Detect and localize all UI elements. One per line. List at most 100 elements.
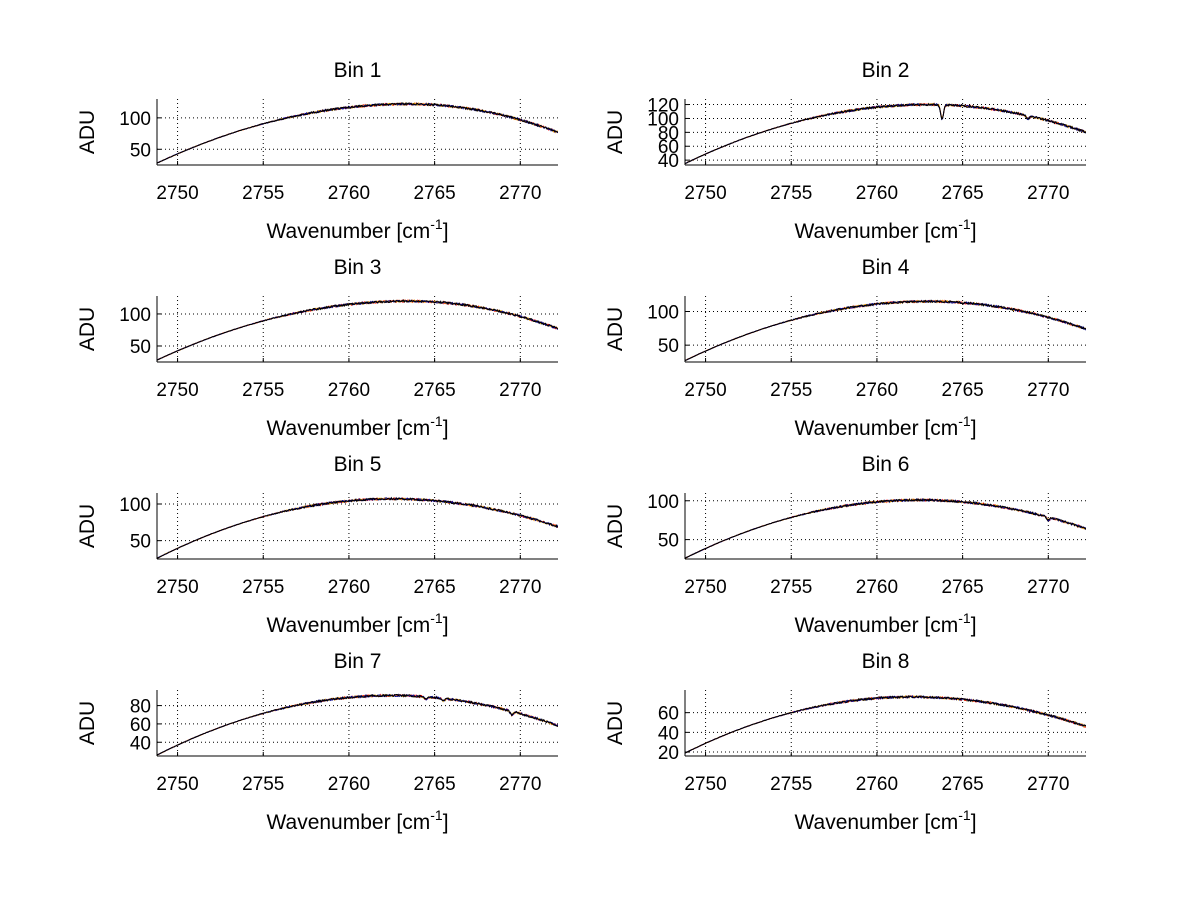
bin-1-ylabel: ADU: [76, 110, 99, 154]
bin-3-ytick-label: 50: [130, 337, 151, 358]
bin-6-ytick-label: 50: [658, 531, 679, 552]
bin-4-ytick-label: 100: [647, 302, 679, 323]
bin-3-ytick-label: 100: [119, 305, 151, 326]
bin-5-ytick-label: 100: [119, 495, 151, 516]
bin-6-ylabel: ADU: [604, 504, 627, 548]
bin-3-xtick-label: 2760: [328, 380, 370, 401]
bin-5-xlabel-main: Wavenumber [cm: [266, 614, 430, 637]
bin-3-xtick-label: 2750: [156, 380, 198, 401]
bin-4-xlabel-close: ]: [971, 417, 977, 440]
bin-8-xtick-label: 2765: [941, 774, 983, 795]
bin-5-xlabel: Wavenumber [cm-1]: [266, 610, 448, 637]
bin-5-xlabel-close: ]: [443, 614, 449, 637]
bin-2-xtick-label: 2770: [1027, 183, 1069, 204]
bin-6-xlabel-close: ]: [971, 614, 977, 637]
bin-6-xlabel: Wavenumber [cm-1]: [794, 610, 976, 637]
bin-5-xtick-label: 2750: [156, 577, 198, 598]
bin-4-xlabel: Wavenumber [cm-1]: [794, 413, 976, 440]
bin-1-xtick-label: 2760: [328, 183, 370, 204]
bin-3-title: Bin 3: [334, 256, 382, 279]
bin-8-ytick-label: 40: [658, 723, 679, 744]
bin-5-ytick-label: 50: [130, 532, 151, 553]
bin-8-series-group: [685, 695, 1086, 754]
bin-1-xlabel: Wavenumber [cm-1]: [266, 216, 448, 243]
bin-7-series-group: [157, 693, 558, 756]
bin-8-xtick-label: 2770: [1027, 774, 1069, 795]
bin-7-xlabel: Wavenumber [cm-1]: [266, 807, 448, 834]
bin-8-title: Bin 8: [862, 650, 910, 673]
bin-4-ylabel: ADU: [604, 307, 627, 351]
bin-1-xlabel-close: ]: [443, 220, 449, 243]
bin-2-xlabel-sup: -1: [958, 216, 971, 232]
bin-4-series-group: [685, 299, 1086, 362]
bin-7-xlabel-sup: -1: [430, 807, 443, 823]
bin-2-xtick-label: 2760: [856, 183, 898, 204]
bin-2-xtick-label: 2765: [941, 183, 983, 204]
bin-6-series-4-line: [685, 497, 1086, 559]
bin-7-xlabel-main: Wavenumber [cm: [266, 811, 430, 834]
bin-2-ylabel: ADU: [604, 110, 627, 154]
bin-1-xtick-label: 2765: [413, 183, 455, 204]
bin-1-ytick-label: 100: [119, 109, 151, 130]
bin-7-xtick-label: 2765: [413, 774, 455, 795]
bin-8-xtick-label: 2755: [770, 774, 812, 795]
bin-6-xtick-label: 2750: [684, 577, 726, 598]
bin-4-xlabel-sup: -1: [958, 413, 971, 429]
bin-1-xtick-label: 2755: [242, 183, 284, 204]
bin-5-xlabel-sup: -1: [430, 610, 443, 626]
bin-5-xtick-label: 2770: [499, 577, 541, 598]
bin-6-title: Bin 6: [862, 453, 910, 476]
bin-7-xlabel-close: ]: [443, 811, 449, 834]
bin-6-subplot: 2750 2755 2760 2765 2770 50 100 Bin 6 Wavenumber…: [604, 453, 1086, 637]
bin-6-xtick-label: 2755: [770, 577, 812, 598]
bin-3-xlabel-main: Wavenumber [cm: [266, 417, 430, 440]
bin-4-xlabel-main: Wavenumber [cm: [794, 417, 958, 440]
bin-8-xlabel-sup: -1: [958, 807, 971, 823]
bin-5-subplot: 2750 2755 2760 2765 2770 50 100 Bin 5 Wavenumber…: [76, 453, 558, 637]
bin-3-xtick-label: 2755: [242, 380, 284, 401]
bin-7-series-4-line: [157, 693, 558, 756]
bin-3-xlabel-sup: -1: [430, 413, 443, 429]
bin-1-xlabel-sup: -1: [430, 216, 443, 232]
bin-7-ylabel: ADU: [76, 701, 99, 745]
bin-2-ytick-label: 80: [658, 123, 679, 144]
bin-8-xtick-label: 2760: [856, 774, 898, 795]
bin-6-series-group: [685, 497, 1086, 559]
bin-1-series-group: [157, 101, 558, 164]
bin-4-title: Bin 4: [862, 256, 910, 279]
bin-2-ytick-label: 100: [647, 109, 679, 130]
bin-5-title: Bin 5: [334, 453, 382, 476]
bin-4-series-4-line: [685, 299, 1086, 361]
bin-2-ytick-label: 120: [647, 96, 679, 117]
bin-7-title: Bin 7: [334, 650, 382, 673]
bin-6-xlabel-main: Wavenumber [cm: [794, 614, 958, 637]
bin-6-xtick-label: 2760: [856, 577, 898, 598]
bin-1-series-4-line: [157, 102, 558, 164]
bin-5-xtick-label: 2765: [413, 577, 455, 598]
bin-7-xtick-label: 2750: [156, 774, 198, 795]
bin-8-xtick-label: 2750: [684, 774, 726, 795]
bin-8-xlabel-close: ]: [971, 811, 977, 834]
bin-3-xtick-label: 2765: [413, 380, 455, 401]
bin-3-series-group: [157, 299, 558, 361]
bin-3-subplot: 2750 2755 2760 2765 2770 50 100 Bin 3 Wavenumber…: [76, 256, 558, 440]
bin-4-ytick-label: 50: [658, 336, 679, 357]
bin-8-xlabel: Wavenumber [cm-1]: [794, 807, 976, 834]
bin-2-xtick-label: 2755: [770, 183, 812, 204]
bin-4-subplot: 2750 2755 2760 2765 2770 50 100 Bin 4 Wavenumber…: [604, 256, 1086, 440]
bin-2-xlabel-close: ]: [971, 220, 977, 243]
bin-7-ytick-label: 60: [130, 715, 151, 736]
bin-7-ytick-label: 80: [130, 697, 151, 718]
bin-6-xtick-label: 2765: [941, 577, 983, 598]
bin-8-xlabel-main: Wavenumber [cm: [794, 811, 958, 834]
bin-4-xtick-label: 2755: [770, 380, 812, 401]
bin-7-ytick-label: 40: [130, 733, 151, 754]
bin-5-xtick-label: 2755: [242, 577, 284, 598]
bin-3-xtick-label: 2770: [499, 380, 541, 401]
bin-4-xtick-label: 2750: [684, 380, 726, 401]
bin-2-xlabel-main: Wavenumber [cm: [794, 220, 958, 243]
